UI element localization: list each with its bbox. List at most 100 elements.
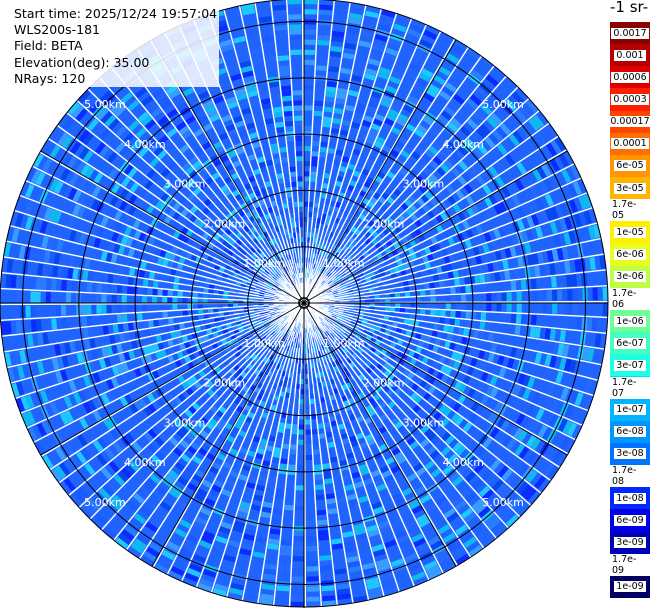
range-gate-cell [126, 304, 132, 313]
range-gate-cell [570, 164, 581, 179]
range-gate-cell [20, 396, 30, 411]
range-gate-cell [111, 344, 119, 355]
range-gate-cell [310, 166, 318, 172]
range-gate-cell [108, 461, 120, 473]
range-gate-cell [414, 228, 422, 237]
range-gate-cell [348, 89, 359, 97]
range-gate-cell [198, 336, 205, 343]
range-gate-cell [312, 141, 320, 147]
range-gate-cell [347, 560, 360, 568]
range-gate-cell [289, 398, 294, 404]
range-gate-cell [250, 504, 261, 512]
range-gate-cell [370, 347, 377, 353]
range-gate-cell [130, 139, 142, 151]
range-gate-cell [487, 517, 501, 530]
range-gate-cell [280, 545, 292, 551]
range-gate-cell [177, 375, 186, 384]
range-gate-cell [452, 442, 463, 453]
range-gate-cell [420, 348, 427, 356]
range-gate-cell [562, 344, 570, 357]
range-gate-cell [498, 201, 507, 213]
range-gate-cell [448, 438, 459, 449]
range-gate-cell [163, 215, 172, 225]
range-gate-cell [435, 214, 444, 224]
ray-gap-line [309, 304, 594, 397]
range-gate-cell [392, 145, 402, 154]
range-gate-cell [543, 178, 553, 192]
range-gate-cell [321, 267, 326, 274]
range-gate-cell [488, 194, 498, 205]
range-gate-cell [170, 566, 185, 577]
range-gate-cell [386, 225, 394, 233]
range-gate-cell [141, 115, 153, 127]
range-gate-cell [289, 166, 296, 172]
range-gate-cell [418, 207, 427, 216]
range-gate-cell [363, 567, 377, 576]
range-gate-cell [208, 288, 214, 294]
range-gate-cell [430, 303, 436, 309]
range-gate-cell [173, 230, 181, 239]
range-gate-cell [226, 213, 234, 221]
range-gate-cell [119, 333, 126, 342]
range-gate-cell [233, 115, 243, 124]
range-gate-cell [378, 443, 388, 452]
range-gate-cell [290, 341, 294, 348]
range-gate-cell [258, 443, 266, 450]
range-gate-cell [329, 394, 336, 401]
range-gate-cell [315, 372, 320, 378]
range-gate-cell [436, 391, 445, 400]
range-gate-cell [289, 29, 302, 35]
range-gate-cell [574, 392, 584, 406]
range-gate-cell [358, 360, 365, 367]
range-gate-cell [399, 308, 406, 313]
range-gate-cell [304, 145, 311, 152]
range-gate-cell [176, 429, 186, 439]
ray-gap-line [307, 98, 530, 300]
range-gate-cell [166, 185, 175, 195]
range-gate-cell [223, 247, 230, 254]
range-gate-cell [489, 387, 499, 398]
range-gate-cell [343, 311, 349, 315]
range-ring-label: 1.00km [243, 257, 285, 270]
range-gate-cell [430, 421, 440, 431]
range-gate-cell [448, 342, 456, 351]
range-gate-cell [54, 344, 62, 356]
range-gate-cell [577, 179, 587, 194]
range-gate-cell [183, 278, 190, 285]
range-gate-cell [316, 509, 327, 516]
range-gate-cell [551, 289, 558, 301]
range-gate-cell [88, 169, 99, 182]
range-gate-cell [162, 296, 168, 303]
range-gate-cell [77, 390, 87, 402]
range-gate-cell [227, 250, 234, 257]
range-gate-cell [451, 495, 464, 507]
ray-gap-line [307, 75, 507, 299]
range-gate-cell [377, 171, 386, 180]
ray-gap-line [1, 271, 299, 304]
range-gate-cell [324, 324, 330, 330]
range-gate-cell [255, 536, 267, 544]
range-gate-cell [119, 188, 129, 200]
range-gate-cell [306, 520, 316, 526]
range-gate-cell [297, 368, 301, 374]
range-gate-cell [304, 378, 309, 385]
range-gate-cell [234, 520, 245, 529]
range-gate-cell [526, 403, 536, 416]
range-gate-cell [501, 292, 507, 302]
range-gate-cell [161, 550, 176, 561]
range-gate-cell [207, 109, 218, 118]
range-gate-cell [394, 497, 406, 506]
range-gate-cell [361, 119, 372, 128]
range-gate-cell [429, 282, 435, 289]
range-gate-cell [430, 197, 439, 207]
range-gate-cell [415, 174, 425, 184]
range-gate-cell [254, 189, 262, 197]
range-gate-cell [473, 147, 484, 158]
range-gate-cell [374, 478, 385, 487]
range-gate-cell [114, 210, 123, 221]
range-gate-cell [99, 145, 110, 158]
range-gate-cell [193, 315, 199, 321]
range-gate-cell [172, 304, 178, 310]
range-gate-cell [347, 184, 355, 192]
range-gate-cell [209, 466, 219, 475]
